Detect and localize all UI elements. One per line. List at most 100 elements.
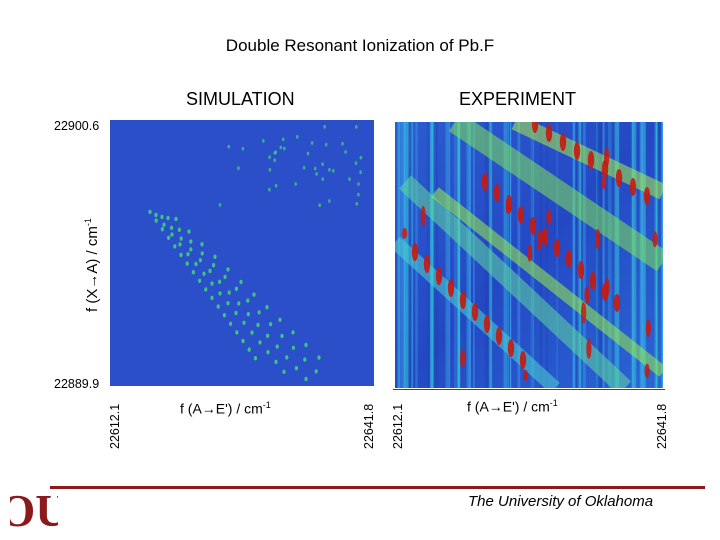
simulation-peak-dot — [268, 167, 272, 172]
y-tick-max: 22900.6 — [54, 119, 100, 133]
simulation-peak-dot — [247, 347, 251, 352]
simulation-peak-dot — [348, 177, 351, 182]
experiment-streak — [436, 122, 438, 388]
simulation-peak-dot — [200, 251, 204, 256]
experiment-x-axis-line — [393, 389, 665, 390]
institution-name: The University of Oklahoma — [468, 493, 654, 510]
exp-x-tick-min: 22612.1 — [391, 403, 405, 449]
y-axis-label: f (X→A) / cm-1 — [83, 218, 101, 312]
experiment-peak — [531, 122, 539, 133]
experiment-peak — [505, 204, 511, 214]
simulation-peak-dot — [162, 222, 166, 227]
exp-x-tick-max: 22641.8 — [655, 403, 669, 449]
simulation-peak-dot — [268, 187, 271, 192]
simulation-peak-dot — [274, 183, 278, 188]
simulation-peak-dot — [282, 369, 286, 374]
simulation-peak-dot — [218, 203, 222, 207]
simulation-peak-dot — [167, 235, 171, 240]
simulation-peak-dot — [216, 304, 220, 309]
simulation-peak-dot — [266, 350, 270, 355]
simulation-peak-dot — [274, 359, 278, 365]
simulation-peak-dot — [166, 215, 170, 221]
simulation-peak-dot — [253, 356, 257, 361]
simulation-peak-dot — [241, 146, 245, 151]
experiment-peak — [481, 173, 489, 191]
experiment-peak — [517, 206, 525, 224]
experiment-peak — [493, 184, 501, 202]
simulation-peak-dot — [210, 295, 214, 301]
experiment-peak — [615, 169, 623, 187]
simulation-peak-dot — [310, 141, 314, 145]
simulation-peak-dot — [194, 261, 198, 267]
simulation-peak-dot — [359, 155, 363, 160]
simulation-peak-dot — [315, 172, 318, 176]
experiment-streak — [582, 122, 586, 388]
experiment-streak — [458, 122, 461, 388]
experiment-streak — [599, 122, 602, 388]
experiment-peak — [553, 239, 561, 257]
simulation-peaks — [148, 124, 363, 382]
simulation-peak-dot — [328, 168, 331, 172]
experiment-streak — [572, 122, 576, 388]
experiment-peak — [613, 294, 621, 312]
experiment-streak — [530, 122, 535, 388]
experiment-peak — [577, 261, 585, 279]
experiment-peak — [601, 176, 607, 190]
simulation-peak-dot — [265, 305, 269, 310]
simulation-peak-dot — [202, 271, 206, 276]
simulation-peak-dot — [148, 209, 152, 215]
simulation-peak-dot — [317, 355, 321, 360]
simulation-peak-dot — [223, 274, 227, 280]
experiment-streak — [468, 122, 471, 388]
experiment-streak — [615, 122, 620, 388]
experiment-peak — [537, 230, 543, 251]
simulation-background — [110, 120, 374, 386]
simulation-peak-dot — [173, 244, 177, 249]
experiment-peak — [507, 339, 515, 357]
simulation-peak-dot — [257, 310, 261, 315]
ou-logo-text: OU — [10, 485, 58, 536]
simulation-peak-dot — [170, 225, 174, 230]
simulation-peak-dot — [273, 158, 276, 163]
experiment-streak — [454, 122, 457, 388]
simulation-peak-dot — [354, 161, 358, 166]
simulation-peak-dot — [258, 340, 262, 345]
simulation-peak-dot — [178, 242, 182, 247]
experiment-peak — [584, 286, 590, 304]
simulation-peak-dot — [332, 169, 335, 173]
simulation-peak-dot — [154, 212, 158, 218]
simulation-peak-dot — [191, 270, 195, 275]
simulation-peak-dot — [280, 333, 284, 339]
simulation-peak-dot — [359, 170, 362, 175]
slide-title: Double Resonant Ionization of Pb.F — [225, 36, 495, 55]
experiment-band — [448, 122, 663, 272]
simulation-peak-dot — [212, 263, 216, 268]
experiment-peak — [586, 338, 592, 359]
simulation-peak-dot — [242, 320, 246, 325]
experiment-streak — [448, 122, 451, 388]
experiment-peak — [435, 267, 443, 285]
experiment-streak — [540, 122, 542, 388]
experiment-peak — [483, 315, 491, 333]
simulation-peak-dot — [239, 279, 243, 285]
simulation-peak-dot — [177, 227, 181, 232]
simulation-peak-dot — [174, 216, 178, 222]
simulation-peak-dot — [198, 278, 202, 283]
experiment-peak — [541, 228, 549, 246]
sim-x-axis-label-unit-exponent: -1 — [262, 400, 271, 410]
experiment-streak — [577, 122, 582, 388]
simulation-peak-dot — [328, 199, 331, 203]
y-tick-min: 22889.9 — [54, 377, 100, 391]
simulation-peak-dot — [250, 330, 254, 335]
simulation-peak-dot — [291, 345, 295, 350]
simulation-peak-dot — [318, 203, 321, 208]
simulation-peak-dot — [241, 338, 245, 344]
experiment-peak — [604, 278, 610, 297]
simulation-peak-dot — [252, 292, 256, 297]
simulation-peak-dot — [189, 247, 193, 252]
sim-x-tick-max: 22641.8 — [362, 403, 376, 449]
simulation-peak-dot — [160, 214, 164, 220]
experiment-peak — [643, 187, 651, 205]
experiment-peak — [652, 231, 658, 248]
simulation-peak-dot — [304, 342, 308, 348]
